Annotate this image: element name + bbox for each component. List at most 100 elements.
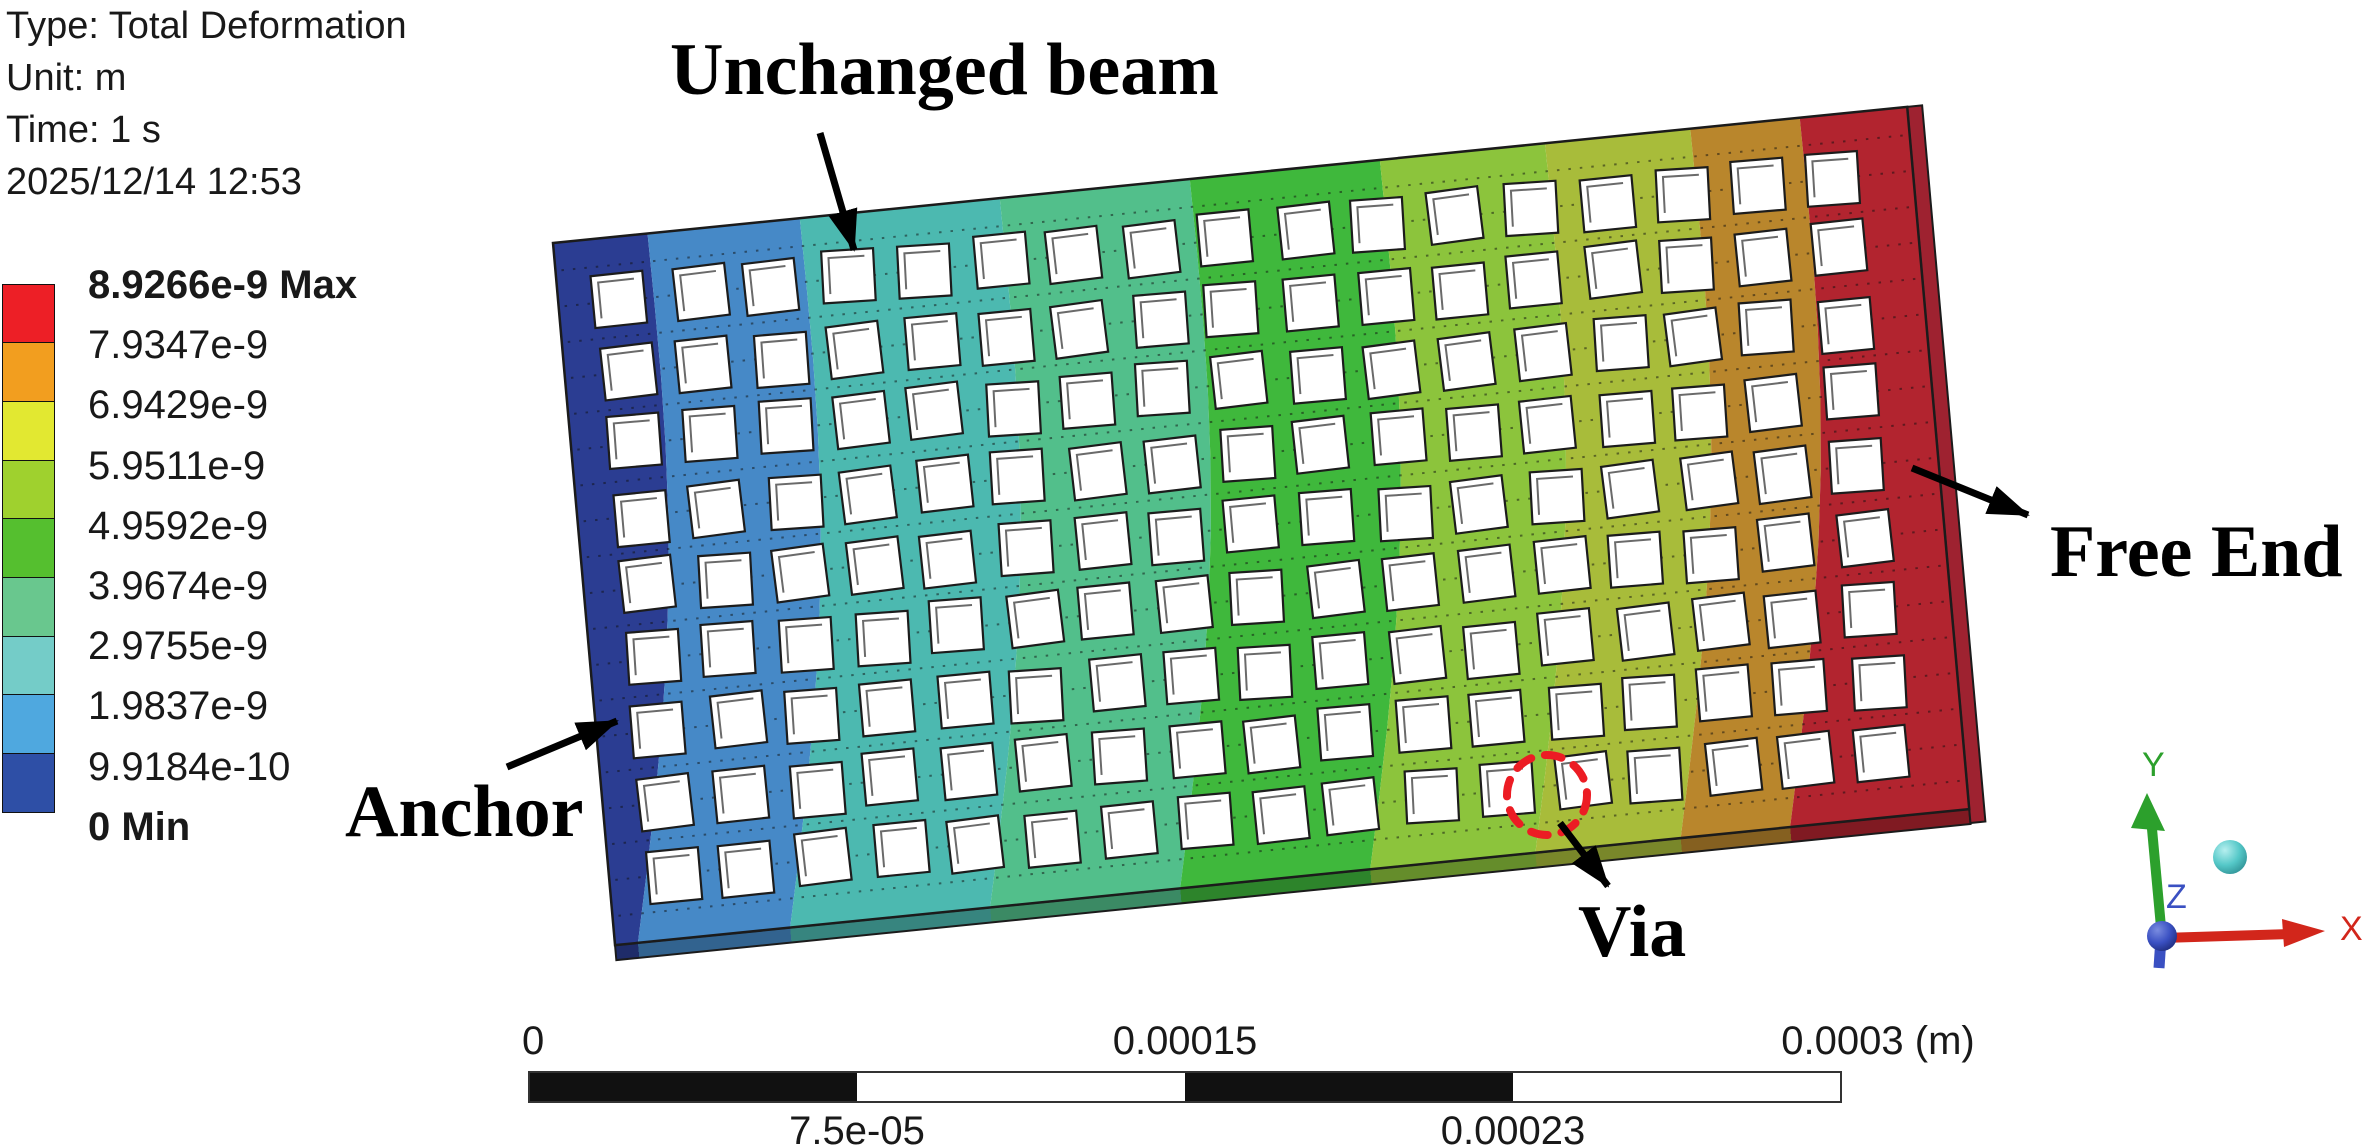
beam-hole xyxy=(1281,273,1340,333)
contour-band-1 xyxy=(553,233,669,946)
beam-hole xyxy=(783,686,841,745)
beam-hole xyxy=(644,845,704,906)
hole-opening xyxy=(1133,359,1191,418)
beam-hole xyxy=(1290,414,1351,475)
hole-opening xyxy=(1219,424,1277,483)
hole-opening xyxy=(1517,394,1578,455)
result-unit-text: Unit: m xyxy=(6,57,127,99)
hole-sidewall-edge xyxy=(765,404,803,445)
hole-opening xyxy=(1403,767,1461,825)
beam-hole xyxy=(872,818,931,879)
hole-sidewall-edge xyxy=(1369,347,1407,390)
ruler-segment xyxy=(529,1072,857,1102)
hole-opening xyxy=(1678,450,1740,512)
hole-sidewall-edge xyxy=(1216,357,1254,400)
beam-hole xyxy=(1743,372,1804,434)
hole-opening xyxy=(927,596,986,655)
hole-opening xyxy=(1316,702,1375,762)
beam-hole xyxy=(971,230,1031,290)
legend-label: 1.9837e-9 xyxy=(88,684,269,728)
hole-sidewall-edge xyxy=(1259,793,1297,835)
legend-swatch-lightblue xyxy=(2,694,55,755)
beam-hole xyxy=(1816,295,1876,356)
beam-hole xyxy=(1654,165,1712,224)
beam-hole xyxy=(1694,663,1754,723)
legend-swatch-tealgreen xyxy=(2,576,55,638)
beam-hole xyxy=(936,670,995,730)
beam-hole xyxy=(598,341,659,402)
beam-hole xyxy=(945,814,1006,875)
hole-sidewall-edge xyxy=(984,315,1022,357)
beam-hole xyxy=(1023,809,1082,869)
hole-sidewall-edge xyxy=(1015,674,1053,715)
hole-opening xyxy=(1099,800,1159,860)
via-arrow xyxy=(1557,820,1611,889)
hole-sidewall-edge xyxy=(1751,380,1789,423)
hole-sidewall-edge xyxy=(1848,588,1886,629)
hole-opening xyxy=(740,256,801,318)
hole-sidewall-edge xyxy=(852,543,890,586)
hole-sidewall-edge xyxy=(1607,466,1645,509)
hole-sidewall-edge xyxy=(1474,696,1512,738)
z-axis-label: Z xyxy=(2166,878,2187,916)
hole-opening xyxy=(1043,224,1104,286)
hole-sidewall-edge xyxy=(1817,225,1855,267)
hole-opening xyxy=(1592,314,1650,373)
x-axis-label: X xyxy=(2340,910,2362,948)
beam-hole xyxy=(1090,727,1149,786)
hole-opening xyxy=(1005,588,1066,650)
hole-sidewall-edge xyxy=(1169,654,1207,695)
beam-hole xyxy=(1737,298,1795,357)
hole-opening xyxy=(1076,581,1135,641)
hole-opening xyxy=(1236,643,1294,702)
hole-sidewall-edge xyxy=(777,550,815,593)
hole-opening xyxy=(1737,298,1795,357)
beam-hole xyxy=(1380,552,1441,613)
legend-label: 2.9755e-9 xyxy=(88,624,269,668)
hole-sidewall-edge xyxy=(1313,567,1351,609)
beam-hole xyxy=(1456,543,1517,604)
ruler-tick-00015: 0.00015 xyxy=(1112,1019,1258,1063)
hole-sidewall-edge xyxy=(865,686,903,727)
hole-sidewall-edge xyxy=(652,854,690,895)
beam-hole xyxy=(1132,290,1190,349)
hole-sidewall-edge xyxy=(1540,543,1578,585)
hole-opening xyxy=(1621,673,1679,732)
beam-hole xyxy=(1048,298,1110,360)
hole-opening xyxy=(1626,746,1684,805)
hole-sidewall-edge xyxy=(796,768,834,809)
legend-label-min: 0 Min xyxy=(88,805,191,849)
hole-sidewall-edge xyxy=(979,238,1017,280)
hole-sidewall-edge xyxy=(1141,367,1179,407)
hole-sidewall-edge xyxy=(718,772,756,814)
hole-opening xyxy=(1281,273,1340,333)
beam-hole xyxy=(628,700,687,760)
beam-hole xyxy=(1528,467,1586,526)
hole-opening xyxy=(1348,195,1407,254)
hole-opening xyxy=(681,404,739,464)
hole-opening xyxy=(788,760,847,820)
beam-hole xyxy=(1142,434,1202,495)
hole-opening xyxy=(1658,236,1715,295)
hole-opening xyxy=(1662,306,1724,368)
hole-opening xyxy=(697,551,755,610)
hole-sidewall-edge xyxy=(1698,599,1736,642)
hole-sidewall-edge xyxy=(1402,703,1440,744)
hole-opening xyxy=(1827,436,1885,495)
contour-band-8 xyxy=(1680,117,1821,839)
hole-sidewall-edge xyxy=(943,678,981,719)
hole-opening xyxy=(1682,526,1740,585)
hole-sidewall-edge xyxy=(1678,391,1716,432)
hole-opening xyxy=(1762,589,1822,650)
hole-opening xyxy=(624,627,683,686)
hole-sidewall-edge xyxy=(1139,298,1177,339)
ruler-tick-00023: 0.00023 xyxy=(1440,1109,1586,1147)
beam-hole xyxy=(1703,736,1764,797)
legend-swatch-green xyxy=(2,518,55,579)
hole-opening xyxy=(997,519,1055,578)
hole-opening xyxy=(673,334,733,395)
beam-hole xyxy=(824,319,885,381)
hole-opening xyxy=(1290,414,1351,475)
hole-opening xyxy=(971,230,1031,290)
hole-opening xyxy=(1087,652,1147,713)
